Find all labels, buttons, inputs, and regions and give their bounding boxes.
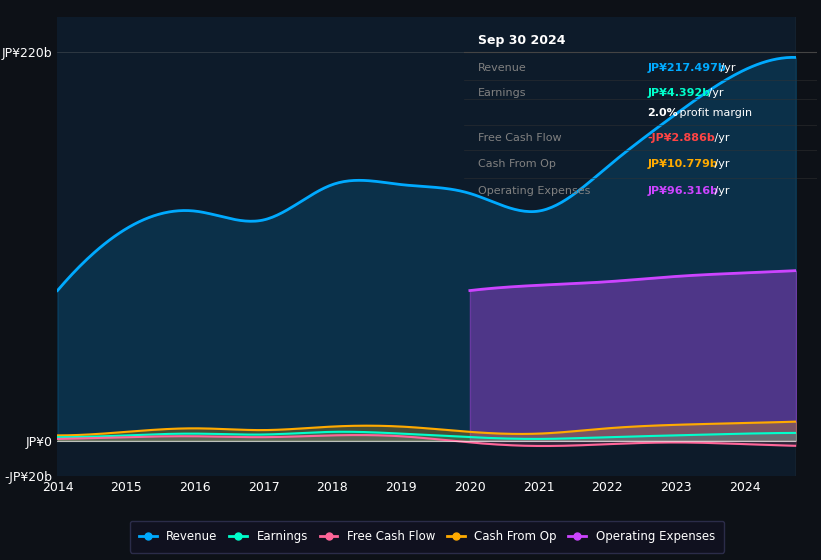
Text: JP¥4.392b: JP¥4.392b	[648, 88, 710, 98]
Text: profit margin: profit margin	[676, 108, 752, 118]
Text: Operating Expenses: Operating Expenses	[478, 186, 590, 196]
Text: Free Cash Flow: Free Cash Flow	[478, 133, 562, 143]
Text: /yr: /yr	[711, 133, 730, 143]
Text: /yr: /yr	[704, 88, 723, 98]
Text: JP¥217.497b: JP¥217.497b	[648, 63, 727, 73]
Text: Sep 30 2024: Sep 30 2024	[478, 34, 566, 47]
Legend: Revenue, Earnings, Free Cash Flow, Cash From Op, Operating Expenses: Revenue, Earnings, Free Cash Flow, Cash …	[130, 521, 724, 553]
Text: /yr: /yr	[718, 63, 736, 73]
Text: 2.0%: 2.0%	[648, 108, 678, 118]
Text: Earnings: Earnings	[478, 88, 526, 98]
Text: Revenue: Revenue	[478, 63, 527, 73]
Text: /yr: /yr	[711, 186, 730, 196]
Text: JP¥10.779b: JP¥10.779b	[648, 159, 718, 169]
Text: -JP¥2.886b: -JP¥2.886b	[648, 133, 715, 143]
Text: JP¥96.316b: JP¥96.316b	[648, 186, 718, 196]
Text: Cash From Op: Cash From Op	[478, 159, 556, 169]
Text: /yr: /yr	[711, 159, 730, 169]
